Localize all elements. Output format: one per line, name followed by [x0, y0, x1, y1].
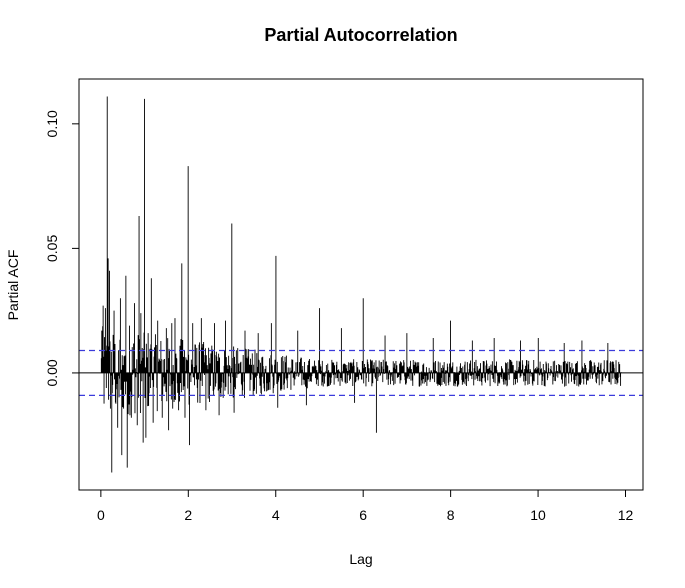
x-tick-label: 0	[97, 507, 105, 523]
pacf-bar-lines	[100, 96, 622, 473]
y-tick-label: 0.00	[44, 359, 60, 386]
y-tick-label: 0.10	[44, 110, 60, 137]
x-tick-label: 2	[184, 507, 192, 523]
x-axis: 0 2 4 6 8 10 12	[97, 489, 634, 523]
x-axis-label: Lag	[349, 551, 372, 567]
y-axis-label: Partial ACF	[5, 250, 21, 321]
x-tick-label: 6	[359, 507, 367, 523]
chart-title: Partial Autocorrelation	[264, 25, 457, 45]
y-tick-label: 0.05	[44, 235, 60, 262]
x-tick-label: 4	[272, 507, 280, 523]
y-axis: 0.00 0.05 0.10	[44, 110, 80, 387]
plot-frame	[78, 78, 644, 491]
pacf-bars	[100, 96, 622, 473]
x-tick-label: 10	[530, 507, 546, 523]
x-tick-label: 8	[447, 507, 455, 523]
x-tick-label: 12	[618, 507, 634, 523]
